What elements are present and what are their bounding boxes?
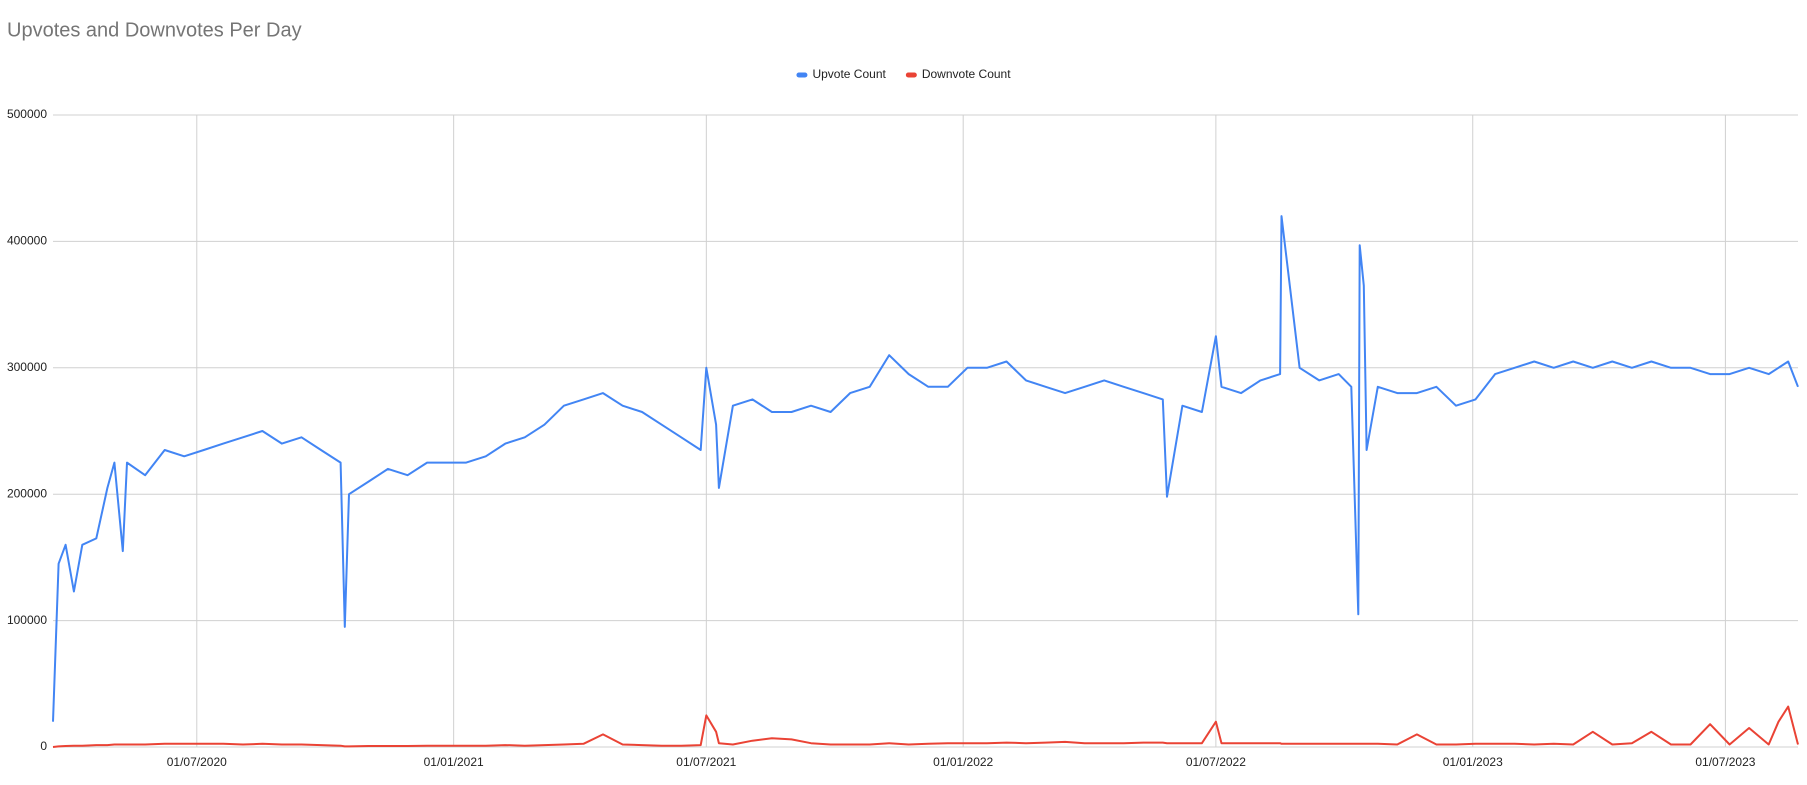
legend-label: Upvote Count <box>812 67 886 81</box>
x-tick-label: 01/07/2020 <box>167 755 227 769</box>
legend-swatch <box>905 72 917 78</box>
x-tick-label: 01/07/2021 <box>676 755 736 769</box>
legend-item: Upvote Count <box>796 67 886 81</box>
y-tick-label: 500000 <box>7 107 47 121</box>
legend-swatch <box>796 72 808 78</box>
series-line <box>52 215 1799 722</box>
y-tick-label: 100000 <box>7 613 47 627</box>
x-tick-label: 01/01/2022 <box>933 755 993 769</box>
y-tick-label: 400000 <box>7 234 47 248</box>
chart-title: Upvotes and Downvotes Per Day <box>7 19 302 41</box>
legend-label: Downvote Count <box>922 67 1011 81</box>
legend-item: Downvote Count <box>905 67 1011 81</box>
x-tick-label: 01/01/2023 <box>1443 755 1503 769</box>
x-tick-label: 01/07/2023 <box>1695 755 1755 769</box>
legend: Upvote Count Downvote Count <box>796 67 1011 81</box>
series-line <box>52 705 1799 748</box>
y-tick-label: 300000 <box>7 360 47 374</box>
x-tick-label: 01/01/2021 <box>424 755 484 769</box>
y-tick-label: 200000 <box>7 486 47 500</box>
y-tick-label: 0 <box>40 739 47 753</box>
x-tick-label: 01/07/2022 <box>1186 755 1246 769</box>
